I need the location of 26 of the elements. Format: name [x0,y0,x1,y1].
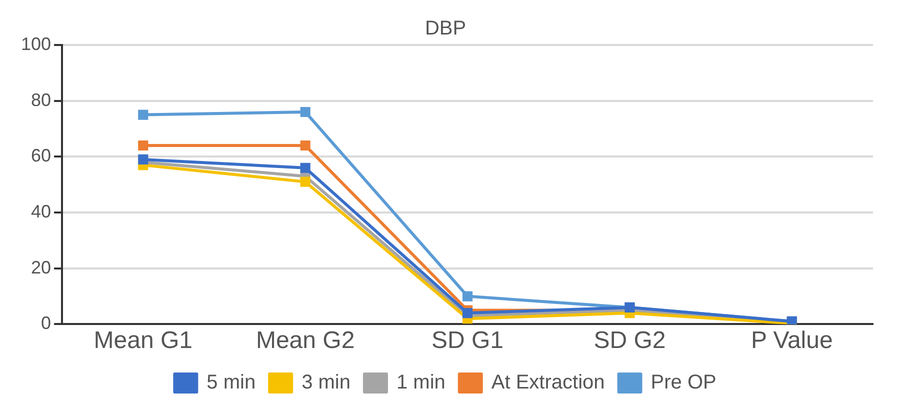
x-tick-label: SD G2 [594,327,666,354]
y-tick-label: 0 [41,313,52,334]
chart-title: DBP [424,18,466,40]
legend-label: Pre OP [650,372,716,394]
point [462,291,473,302]
y-tick-label: 100 [20,34,52,54]
y-tick-label: 40 [31,201,52,222]
point [138,110,148,120]
legend-label: 1 min [396,372,446,394]
y-tick-label: 60 [31,146,52,166]
point [462,308,473,318]
point [300,162,310,173]
legend-label: 5 min [206,372,256,394]
y-tick-label: 80 [31,90,52,110]
x-tick-label: SD G1 [432,327,504,354]
point [300,176,310,187]
x-tick-label: Mean G2 [256,327,355,354]
point [300,106,310,118]
point [138,154,148,165]
legend-label: 3 min [302,372,350,394]
point [300,140,310,151]
point [138,140,148,151]
x-tick-label: Mean G1 [94,327,192,354]
legend-label: At Extraction [491,372,605,394]
x-tick-label: P Value [750,327,833,354]
y-tick-label: 20 [31,257,52,278]
